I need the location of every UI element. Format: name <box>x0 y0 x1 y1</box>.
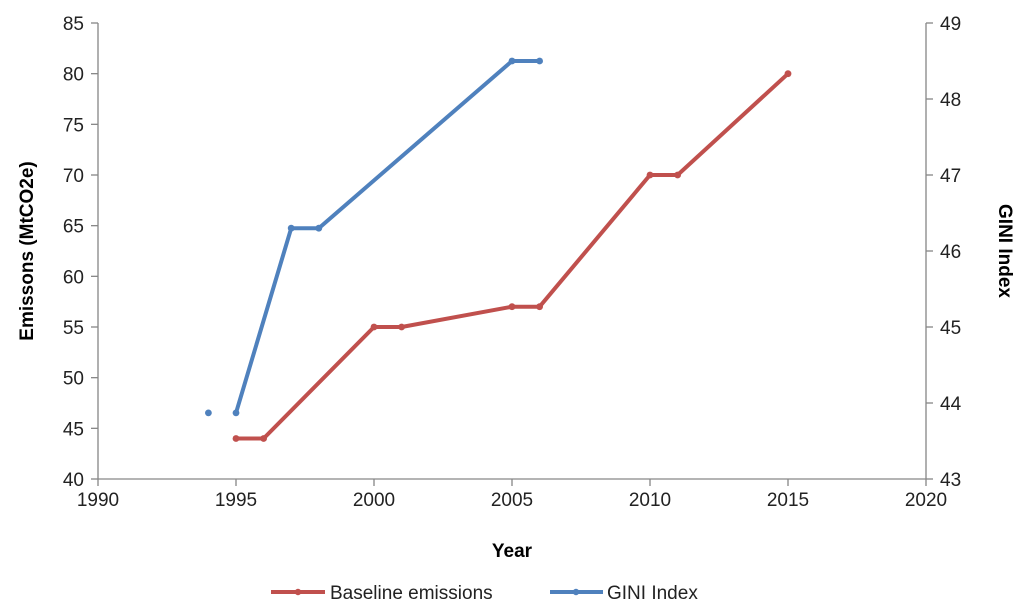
y-left-tick-label: 75 <box>63 115 84 136</box>
y-left-tick-label: 45 <box>63 419 84 440</box>
x-axis-title: Year <box>492 541 533 562</box>
y-left-tick-label: 85 <box>63 14 84 35</box>
data-point-gini-index <box>232 409 240 417</box>
y-right-tick-label: 47 <box>940 166 961 187</box>
legend-item-baseline-emissions: Baseline emissions <box>271 583 493 602</box>
y-right-tick-label: 49 <box>940 14 961 35</box>
axes <box>97 23 927 480</box>
y-axis-left-title: Emissons (MtCO2e) <box>17 161 38 340</box>
data-point-baseline-emissions <box>646 171 654 179</box>
y-right-tick-label: 43 <box>940 470 961 491</box>
x-tick-label: 2020 <box>905 490 947 511</box>
data-point-gini-index <box>536 57 543 65</box>
x-tick-label: 2010 <box>629 490 671 511</box>
legend-marker-baseline-emissions <box>294 588 302 596</box>
data-point-gini-index <box>287 224 295 232</box>
data-point-gini-index <box>205 409 212 417</box>
y-right-tick-label: 45 <box>940 318 961 339</box>
y-axis-right-title: GINI Index <box>994 204 1013 298</box>
x-tick-label: 2000 <box>353 490 395 511</box>
x-tick-label: 1995 <box>215 490 257 511</box>
ticks: 1990 1995 2000 2005 2010 2015 2020 40 45 50 55 60 65… <box>63 14 962 511</box>
data-point-baseline-emissions <box>508 303 516 311</box>
series-line-gini-index <box>234 59 542 415</box>
data-point-baseline-emissions <box>232 435 240 442</box>
legend: Baseline emissions GINI Index <box>271 583 698 602</box>
data-point-baseline-emissions <box>370 323 378 331</box>
data-point-baseline-emissions <box>398 323 405 331</box>
y-right-tick-label: 46 <box>940 242 961 263</box>
data-point-baseline-emissions <box>260 435 267 442</box>
x-tick-label: 2005 <box>491 490 533 511</box>
series <box>205 57 792 442</box>
y-right-tick-label: 48 <box>940 90 961 111</box>
legend-marker-gini-index <box>572 588 580 596</box>
y-left-tick-label: 55 <box>63 318 84 339</box>
data-point-baseline-emissions <box>784 70 792 78</box>
y-left-tick-label: 50 <box>63 369 84 390</box>
y-left-tick-label: 60 <box>63 267 84 288</box>
y-left-tick-label: 70 <box>63 166 84 187</box>
series-line-baseline-emissions <box>234 71 790 441</box>
legend-label-baseline-emissions: Baseline emissions <box>330 583 493 602</box>
data-point-gini-index <box>315 224 323 232</box>
y-left-tick-label: 65 <box>63 217 84 238</box>
y-right-tick-label: 44 <box>940 394 962 415</box>
x-tick-label: 2015 <box>767 490 809 511</box>
data-point-baseline-emissions <box>536 303 543 311</box>
legend-label-gini-index: GINI Index <box>607 583 698 602</box>
x-tick-label: 1990 <box>77 490 119 511</box>
y-left-tick-label: 80 <box>63 65 84 86</box>
data-point-gini-index <box>508 57 516 65</box>
legend-item-gini-index: GINI Index <box>550 583 698 602</box>
data-point-baseline-emissions <box>674 171 681 179</box>
y-left-tick-label: 40 <box>63 470 84 491</box>
